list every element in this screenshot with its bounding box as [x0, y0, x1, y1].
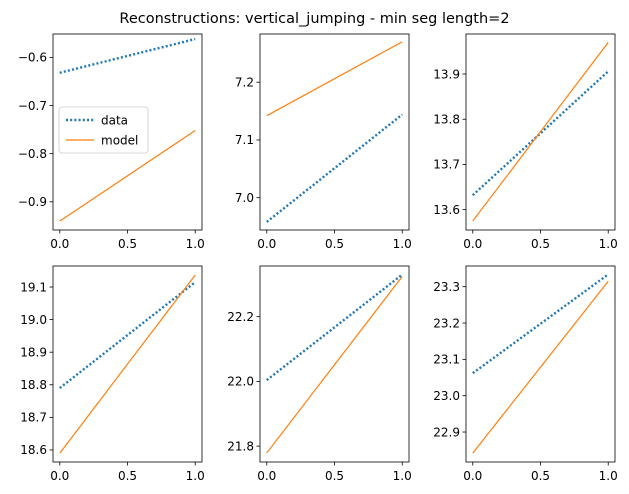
y-tick-label: 7.2: [235, 76, 254, 90]
x-tick-label: 0.0: [463, 469, 482, 483]
y-tick-label: 18.6: [20, 443, 47, 457]
series-line-model: [266, 276, 403, 454]
y-tick-label: 7.1: [235, 133, 254, 147]
series-line-model: [472, 41, 609, 222]
x-tick-label: 0.0: [463, 237, 482, 251]
x-tick-label: 1.0: [393, 469, 412, 483]
series-line-model: [472, 280, 609, 454]
series-line-data: [472, 273, 609, 375]
y-tick-label: 13.8: [433, 113, 460, 127]
y-tick-label: 22.9: [433, 425, 460, 439]
y-tick-label: −0.6: [18, 51, 47, 65]
y-tick-label: 23.2: [433, 316, 460, 330]
x-tick-label: 0.5: [531, 237, 550, 251]
x-tick-label: 0.0: [50, 237, 69, 251]
legend-label-model: model: [101, 133, 138, 147]
x-tick-label: 1.0: [599, 237, 618, 251]
x-tick-label: 0.5: [325, 237, 344, 251]
y-tick-label: 23.0: [433, 389, 460, 403]
y-tick-label: 18.8: [20, 378, 47, 392]
x-tick-label: 0.5: [531, 469, 550, 483]
series-group: [471, 41, 610, 222]
subplot-3: 0.0 0.5 1.0 13.6 13.7 13.8 13.9: [433, 33, 618, 251]
series-group: [472, 273, 609, 454]
y-tick-label: 23.1: [433, 353, 460, 367]
y-tick-label: −0.9: [18, 195, 47, 209]
subplot-1: 0.0 0.5 1.0 −0.9 −0.8 −0.7 −0.6 data model: [18, 33, 205, 251]
series-group: [59, 37, 196, 222]
legend-label-data: data: [101, 113, 128, 127]
y-tick-label: 22.0: [227, 375, 254, 389]
series-group: [59, 274, 196, 454]
subplot-4: 0.0 0.5 1.0 18.6 18.7 18.8 18.9 19.0 19.1: [20, 265, 205, 483]
subplot-2: 0.0 0.5 1.0 7.0 7.1 7.2: [235, 33, 412, 251]
x-tick-label: 1.0: [599, 469, 618, 483]
x-tick-label: 1.0: [186, 469, 205, 483]
y-tick-label: 7.0: [235, 191, 254, 205]
y-tick-label: 22.2: [227, 310, 254, 324]
series-line-data: [266, 113, 403, 223]
x-tick-label: 1.0: [393, 237, 412, 251]
series-line-model: [59, 130, 196, 222]
x-tick-label: 0.0: [257, 469, 276, 483]
legend-box: [58, 106, 149, 154]
subplots-grid: 0.0 0.5 1.0 −0.9 −0.8 −0.7 −0.6 data model 0.0 0.5…: [18, 33, 618, 483]
series-line-data: [266, 273, 403, 382]
y-tick-label: 13.9: [433, 67, 460, 81]
x-tick-label: 1.0: [186, 237, 205, 251]
y-tick-label: 18.7: [20, 411, 47, 425]
y-tick-label: 21.8: [227, 439, 254, 453]
y-tick-label: 13.7: [433, 158, 460, 172]
x-tick-label: 0.0: [50, 469, 69, 483]
series-group: [266, 41, 403, 223]
y-tick-label: 13.6: [433, 203, 460, 217]
subplot-6: 0.0 0.5 1.0 22.9 23.0 23.1 23.2 23.3: [433, 265, 618, 483]
x-tick-label: 0.5: [118, 469, 137, 483]
series-line-data: [59, 281, 196, 389]
y-tick-label: 18.9: [20, 345, 47, 359]
y-tick-label: 23.3: [433, 280, 460, 294]
x-tick-label: 0.0: [257, 237, 276, 251]
series-line-model: [59, 274, 196, 454]
y-tick-label: −0.7: [18, 99, 47, 113]
series-line-data: [471, 70, 610, 197]
subplot-5: 0.0 0.5 1.0 21.8 22.0 22.2: [227, 265, 412, 483]
x-tick-label: 0.5: [325, 469, 344, 483]
figure-title: Reconstructions: vertical_jumping - min …: [119, 11, 509, 27]
y-tick-label: 19.0: [20, 313, 47, 327]
series-line-model: [266, 41, 403, 117]
y-tick-label: −0.8: [18, 147, 47, 161]
y-tick-label: 19.1: [20, 280, 47, 294]
series-group: [266, 273, 403, 454]
x-tick-label: 0.5: [118, 237, 137, 251]
legend: data model: [58, 106, 149, 154]
